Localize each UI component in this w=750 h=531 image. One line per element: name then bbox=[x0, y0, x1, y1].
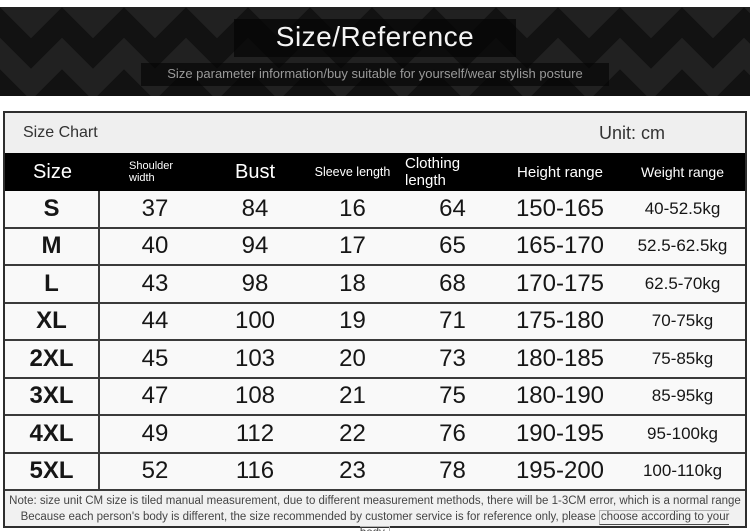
cell-shoulder: 44 bbox=[141, 307, 169, 335]
cell-clothing: 75 bbox=[439, 382, 466, 410]
cell-shoulder: 43 bbox=[141, 269, 169, 297]
header-sleeve-length: Sleeve length bbox=[314, 165, 391, 179]
banner: Size/Reference Size parameter informatio… bbox=[0, 7, 750, 96]
cell-size: XL bbox=[5, 303, 100, 339]
cell-bust: 98 bbox=[241, 269, 269, 297]
cell-weight: 85-95kg bbox=[651, 386, 714, 406]
cell-weight: 52.5-62.5kg bbox=[637, 236, 728, 256]
cell-clothing: 68 bbox=[439, 269, 466, 297]
cell-bust: 116 bbox=[235, 457, 275, 485]
cell-shoulder: 37 bbox=[141, 194, 169, 222]
cell-size: 5XL bbox=[5, 453, 100, 489]
table-row: 4XL 49 112 22 76 190-195 95-100kg bbox=[5, 416, 745, 454]
unit-label: Unit: cm bbox=[598, 122, 665, 143]
cell-clothing: 73 bbox=[439, 344, 466, 372]
cell-size: 2XL bbox=[5, 341, 100, 377]
cell-bust: 108 bbox=[234, 382, 276, 410]
note-highlight: choose according to your body. bbox=[359, 510, 730, 531]
cell-sleeve: 17 bbox=[339, 232, 366, 260]
cell-height: 175-180 bbox=[515, 307, 605, 335]
note-line-1: Note: size unit CM size is tiled manual … bbox=[9, 495, 741, 507]
cell-height: 170-175 bbox=[515, 269, 605, 297]
header-size: Size bbox=[33, 160, 72, 183]
banner-subtitle: Size parameter information/buy suitable … bbox=[141, 63, 609, 86]
cell-height: 190-195 bbox=[515, 419, 605, 447]
table-row: XL 44 100 19 71 175-180 70-75kg bbox=[5, 303, 745, 341]
cell-shoulder: 49 bbox=[141, 419, 169, 447]
cell-shoulder: 40 bbox=[141, 232, 169, 260]
cell-sleeve: 19 bbox=[339, 307, 366, 335]
cell-sleeve: 18 bbox=[339, 269, 366, 297]
cell-clothing: 78 bbox=[439, 457, 466, 485]
cell-size: 3XL bbox=[5, 378, 100, 414]
cell-clothing: 71 bbox=[439, 307, 466, 335]
header-shoulder-width: Shoulder width bbox=[129, 160, 174, 184]
cell-clothing: 65 bbox=[439, 232, 466, 260]
cell-height: 165-170 bbox=[515, 232, 605, 260]
cell-size: S bbox=[5, 191, 100, 227]
cell-sleeve: 16 bbox=[339, 194, 366, 222]
size-chart-box: Size Chart Unit: cm Size Shoulder width … bbox=[3, 111, 747, 531]
cell-sleeve: 21 bbox=[339, 382, 366, 410]
table-header-row: Size Shoulder width Bust Sleeve length C… bbox=[5, 153, 745, 191]
cell-shoulder: 45 bbox=[141, 344, 169, 372]
cell-height: 195-200 bbox=[515, 457, 605, 485]
cell-height: 150-165 bbox=[515, 194, 605, 222]
cell-sleeve: 20 bbox=[339, 344, 366, 372]
cell-weight: 62.5-70kg bbox=[644, 273, 721, 293]
note-line-2: Because each person's body is different,… bbox=[5, 509, 745, 531]
size-chart-label: Size Chart bbox=[23, 124, 98, 141]
banner-title: Size/Reference bbox=[233, 19, 517, 57]
cell-size: M bbox=[5, 228, 100, 264]
cell-clothing: 64 bbox=[439, 194, 466, 222]
banner-box-gap bbox=[0, 96, 750, 111]
header-weight-range: Weight range bbox=[640, 164, 724, 180]
cell-sleeve: 23 bbox=[339, 457, 366, 485]
top-white-strip bbox=[0, 0, 750, 7]
cell-bust: 84 bbox=[241, 194, 269, 222]
table-row: M 40 94 17 65 165-170 52.5-62.5kg bbox=[5, 228, 745, 266]
table-row: 3XL 47 108 21 75 180-190 85-95kg bbox=[5, 378, 745, 416]
cell-weight: 100-110kg bbox=[642, 461, 723, 481]
cell-shoulder: 52 bbox=[141, 457, 169, 485]
cell-weight: 70-75kg bbox=[651, 311, 714, 331]
cell-bust: 94 bbox=[241, 232, 269, 260]
header-clothing-length: Clothing length bbox=[405, 155, 461, 189]
cell-bust: 103 bbox=[234, 344, 276, 372]
cell-weight: 95-100kg bbox=[647, 423, 718, 443]
cell-bust: 100 bbox=[234, 307, 276, 335]
cell-sleeve: 22 bbox=[339, 419, 366, 447]
table-row: L 43 98 18 68 170-175 62.5-70kg bbox=[5, 266, 745, 304]
cell-weight: 40-52.5kg bbox=[644, 198, 721, 218]
cell-clothing: 76 bbox=[439, 419, 466, 447]
table-row: 5XL 52 116 23 78 195-200 100-110kg bbox=[5, 453, 745, 491]
size-chart-title-bar: Size Chart Unit: cm bbox=[5, 113, 745, 153]
header-height-range: Height range bbox=[517, 163, 603, 181]
cell-bust: 112 bbox=[235, 419, 275, 447]
cell-size: 4XL bbox=[5, 416, 100, 452]
table-body: S 37 84 16 64 150-165 40-52.5kg M 40 94 17 65 165-17… bbox=[5, 191, 745, 491]
note-area: Note: size unit CM size is tiled manual … bbox=[5, 491, 745, 531]
cell-size: L bbox=[5, 266, 100, 302]
table-row: S 37 84 16 64 150-165 40-52.5kg bbox=[5, 191, 745, 229]
cell-weight: 75-85kg bbox=[651, 348, 714, 368]
header-bust: Bust bbox=[234, 160, 276, 183]
cell-height: 180-190 bbox=[515, 382, 605, 410]
cell-height: 180-185 bbox=[515, 344, 605, 372]
table-row: 2XL 45 103 20 73 180-185 75-85kg bbox=[5, 341, 745, 379]
cell-shoulder: 47 bbox=[141, 382, 169, 410]
